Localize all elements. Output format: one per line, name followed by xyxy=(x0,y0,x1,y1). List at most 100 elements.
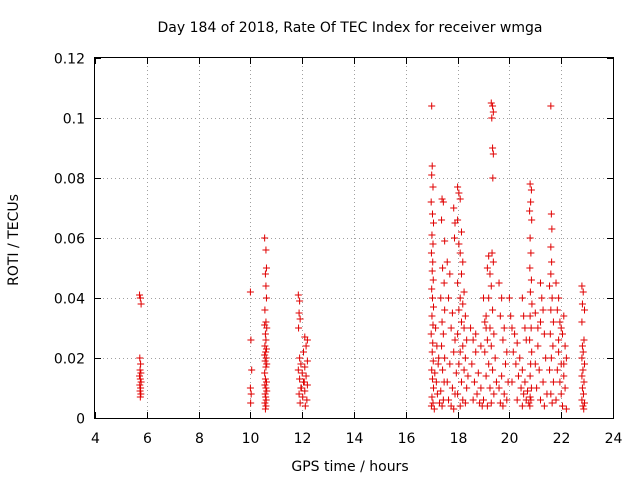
data-point xyxy=(261,234,269,242)
data-point xyxy=(247,336,255,344)
data-point xyxy=(136,393,144,401)
data-point xyxy=(297,384,305,392)
data-point xyxy=(467,324,475,332)
data-point xyxy=(455,360,463,368)
data-point xyxy=(513,339,521,347)
data-point xyxy=(483,336,491,344)
data-point xyxy=(438,216,446,224)
data-point xyxy=(527,276,535,284)
data-point xyxy=(486,270,494,278)
data-point xyxy=(531,360,539,368)
data-point xyxy=(428,285,436,293)
data-point xyxy=(450,348,458,356)
data-point xyxy=(294,366,302,374)
data-point xyxy=(299,348,307,356)
data-point xyxy=(486,384,494,392)
data-point xyxy=(445,396,453,404)
data-point xyxy=(456,195,464,203)
data-point xyxy=(547,390,555,398)
x-tick-label: 8 xyxy=(195,431,204,447)
data-point xyxy=(455,306,463,314)
data-point xyxy=(492,378,500,386)
data-point xyxy=(455,240,463,248)
data-point xyxy=(513,396,521,404)
data-point xyxy=(547,306,555,314)
data-point xyxy=(448,309,456,317)
data-point xyxy=(445,294,453,302)
data-point xyxy=(303,396,311,404)
data-point xyxy=(430,219,438,227)
y-tick-label: 0.02 xyxy=(54,352,85,368)
data-point xyxy=(526,372,534,380)
data-point xyxy=(552,396,560,404)
data-point xyxy=(428,312,436,320)
data-point xyxy=(528,348,536,356)
data-point xyxy=(447,324,455,332)
x-axis-ticks: 4 6 8 10 12 14 16 18 20 22 24 xyxy=(91,58,622,447)
data-point xyxy=(262,318,270,326)
data-point xyxy=(454,390,462,398)
data-point xyxy=(438,402,446,410)
data-point xyxy=(520,312,528,320)
data-point xyxy=(431,369,439,377)
data-point xyxy=(428,375,436,383)
data-point xyxy=(580,405,588,413)
data-point xyxy=(477,384,485,392)
data-point xyxy=(490,330,498,338)
data-point xyxy=(579,402,587,410)
data-point xyxy=(427,249,435,257)
data-point xyxy=(439,366,447,374)
data-point xyxy=(439,264,447,272)
data-point xyxy=(556,318,564,326)
data-point xyxy=(581,306,589,314)
data-point xyxy=(432,378,440,386)
data-point xyxy=(463,384,471,392)
data-point xyxy=(580,336,588,344)
data-point xyxy=(434,360,442,368)
data-point xyxy=(429,183,437,191)
data-point xyxy=(487,99,495,107)
data-point xyxy=(546,282,554,290)
data-point xyxy=(296,315,304,323)
data-point xyxy=(549,318,557,326)
data-point xyxy=(579,288,587,296)
data-point xyxy=(580,378,588,386)
data-point xyxy=(553,306,561,314)
data-point xyxy=(430,405,438,413)
data-point xyxy=(578,354,586,362)
data-point xyxy=(262,354,270,362)
data-point xyxy=(451,336,459,344)
data-point xyxy=(509,348,517,356)
data-point xyxy=(552,279,560,287)
data-point xyxy=(526,180,534,188)
data-point xyxy=(428,162,436,170)
data-point xyxy=(500,390,508,398)
data-point xyxy=(429,240,437,248)
data-point xyxy=(454,279,462,287)
data-point xyxy=(137,360,145,368)
data-point xyxy=(457,270,465,278)
data-point xyxy=(441,354,449,362)
data-point xyxy=(296,297,304,305)
data-point xyxy=(461,399,469,407)
data-point xyxy=(136,294,144,302)
data-point xyxy=(503,348,511,356)
data-point xyxy=(439,198,447,206)
data-point xyxy=(487,282,495,290)
data-point xyxy=(578,372,586,380)
y-axis-ticks: 0 0.02 0.04 0.06 0.08 0.1 0.12 xyxy=(54,52,613,428)
data-point xyxy=(526,312,534,320)
data-point xyxy=(137,390,145,398)
x-tick-label: 22 xyxy=(553,431,571,447)
data-point xyxy=(470,378,478,386)
data-point xyxy=(261,381,269,389)
data-point xyxy=(261,351,269,359)
data-point xyxy=(441,306,449,314)
data-point xyxy=(300,378,308,386)
data-point xyxy=(303,381,311,389)
data-point xyxy=(527,198,535,206)
data-point xyxy=(502,360,510,368)
data-point xyxy=(540,402,548,410)
data-point xyxy=(548,294,556,302)
data-point xyxy=(495,279,503,287)
